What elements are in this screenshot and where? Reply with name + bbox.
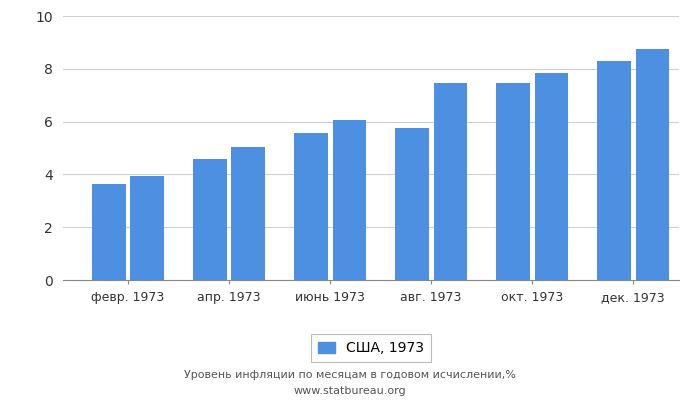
Bar (92, 184, 125, 280)
Text: www.statbureau.org: www.statbureau.org (294, 386, 406, 396)
Bar (130, 176, 164, 280)
Bar (395, 128, 428, 280)
Bar (193, 158, 227, 280)
Bar (332, 120, 366, 280)
Legend: США, 1973: США, 1973 (312, 334, 430, 362)
Bar (496, 83, 530, 280)
Bar (433, 83, 468, 280)
Bar (232, 147, 265, 280)
Bar (597, 61, 631, 280)
Text: Уровень инфляции по месяцам в годовом исчислении,%: Уровень инфляции по месяцам в годовом ис… (184, 370, 516, 380)
Bar (294, 134, 328, 280)
Bar (636, 49, 669, 280)
Bar (535, 73, 568, 280)
